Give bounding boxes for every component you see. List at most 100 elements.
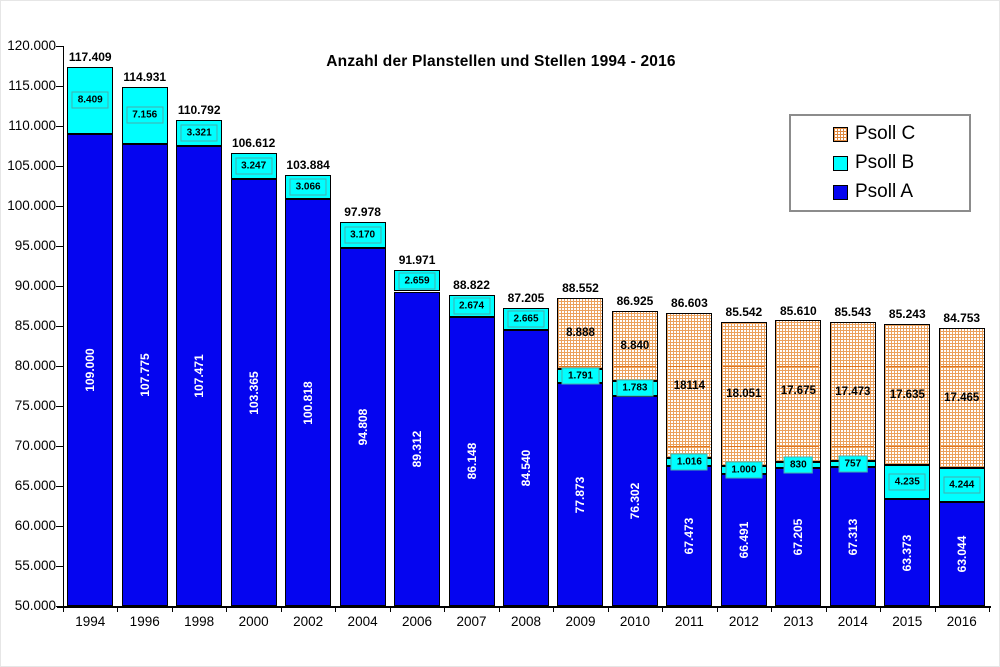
bar-total-label: 88.552	[562, 280, 599, 295]
bar-segment-psoll-c	[884, 324, 931, 466]
y-tick-label: 95.000	[14, 238, 56, 253]
bar-segment-psoll-a	[775, 468, 822, 606]
bar-total-label: 103.884	[286, 157, 330, 172]
pattern-gridline	[886, 446, 929, 447]
bar-segment-psoll-a	[394, 291, 441, 606]
x-tick	[771, 608, 773, 612]
x-tick-label: 2012	[728, 614, 759, 629]
bar-segment-psoll-c	[829, 321, 876, 462]
segment-value-label-psoll-c: 17.635	[889, 388, 925, 401]
segment-value-label-psoll-a: 109.000	[83, 348, 98, 392]
segment-value-label-psoll-a: 86.148	[464, 443, 479, 480]
segment-value-label-psoll-b: 3.321	[180, 124, 218, 142]
bar-total-label: 106.612	[231, 136, 276, 151]
x-tick	[825, 608, 827, 612]
x-tick-label: 2004	[347, 614, 378, 629]
x-tick	[444, 608, 446, 612]
legend-label-psoll-a: Psoll A	[855, 181, 914, 202]
bar-segment-psoll-a	[176, 146, 223, 606]
x-tick-label: 2007	[456, 614, 487, 629]
y-tick-label: 105.000	[7, 158, 56, 173]
y-tick-label: 75.000	[14, 398, 56, 413]
segment-value-label-psoll-b: 2.674	[453, 297, 491, 315]
x-tick-label: 2006	[402, 614, 433, 629]
segment-value-label-psoll-b: 4.244	[943, 476, 981, 494]
segment-value-label-psoll-a: 77.873	[573, 476, 588, 513]
bar-segment-psoll-c	[557, 297, 604, 369]
segment-value-label-psoll-c: 17.675	[780, 385, 816, 398]
bar-total-label: 85.543	[834, 304, 872, 319]
bar-total-label: 88.822	[453, 278, 490, 293]
y-tick	[56, 365, 63, 367]
x-tick-label: 2015	[892, 614, 923, 629]
bar-segment-psoll-c	[775, 320, 822, 462]
bar-segment-psoll-a	[339, 247, 386, 606]
x-tick-label: 2010	[619, 614, 650, 629]
segment-value-label-psoll-b: 2.659	[398, 272, 436, 290]
bar-segment-psoll-a	[67, 134, 114, 606]
segment-value-label-psoll-b: 4.235	[888, 473, 926, 491]
bar-segment-psoll-c	[720, 321, 767, 467]
segment-value-label-psoll-c: 18114	[673, 379, 706, 392]
bar-segment-psoll-a	[938, 501, 985, 606]
segment-value-label-psoll-a: 84.540	[519, 449, 533, 487]
x-tick	[117, 608, 119, 612]
y-tick	[56, 205, 63, 207]
psoll-c-swatch-icon	[833, 126, 848, 142]
segment-value-label-psoll-b: 830	[784, 456, 813, 474]
pattern-gridline	[940, 446, 983, 447]
bar-total-label: 110.792	[177, 102, 221, 117]
segment-value-label-psoll-b: 1.791	[561, 367, 599, 385]
segment-value-label-psoll-b: 1.016	[670, 453, 708, 471]
legend-item-psoll-c: Psoll C	[833, 123, 969, 145]
x-tick-label: 1996	[129, 614, 160, 629]
bar-total-label: 97.978	[344, 205, 381, 220]
bar-segment-psoll-a	[503, 329, 549, 606]
x-tick-label: 2002	[293, 614, 324, 629]
segment-value-label-psoll-a: 67.473	[682, 517, 697, 555]
x-tick-label: 2008	[510, 614, 542, 629]
x-tick-label: 1994	[75, 614, 106, 629]
x-axis-line	[57, 606, 991, 608]
bar-total-label: 91.971	[398, 253, 436, 268]
x-tick-label: 2011	[674, 614, 704, 629]
y-tick-label: 60.000	[14, 518, 56, 533]
y-tick	[56, 285, 63, 287]
y-tick-label: 80.000	[14, 358, 56, 373]
pattern-gridline	[777, 366, 820, 367]
y-tick-label: 90.000	[14, 278, 56, 293]
segment-value-label-psoll-b: 3.170	[344, 226, 382, 244]
pattern-gridline	[668, 446, 711, 447]
x-tick	[662, 608, 664, 612]
pattern-gridline	[831, 446, 874, 447]
bar-total-label: 114.931	[123, 69, 167, 84]
y-tick-label: 110.000	[8, 118, 56, 133]
segment-value-label-psoll-a: 63.044	[954, 535, 969, 573]
x-tick	[335, 608, 337, 612]
bar-total-label: 85.610	[779, 304, 817, 319]
segment-value-label-psoll-a: 67.313	[845, 518, 860, 556]
bar-segment-psoll-a	[884, 499, 931, 606]
legend-item-psoll-b: Psoll B	[833, 152, 969, 174]
bar-segment-psoll-a	[557, 383, 604, 606]
x-tick	[553, 608, 555, 612]
bar-segment-psoll-c	[666, 313, 713, 459]
segment-value-label-psoll-a: 107.471	[192, 354, 207, 398]
pattern-gridline	[940, 366, 983, 367]
y-tick	[56, 245, 63, 247]
y-tick	[56, 405, 63, 407]
bar-total-label: 87.205	[507, 291, 545, 306]
segment-value-label-psoll-a: 76.302	[627, 482, 642, 520]
pattern-gridline	[722, 446, 765, 447]
segment-value-label-psoll-b: 8.409	[71, 91, 109, 109]
psoll-a-swatch-icon	[833, 184, 848, 200]
pattern-gridline	[886, 366, 929, 367]
segment-value-label-psoll-b: 757	[838, 455, 868, 473]
x-tick	[280, 608, 282, 612]
pattern-gridline	[831, 366, 874, 367]
x-tick	[171, 608, 173, 612]
bar-total-label: 86.603	[671, 296, 708, 311]
segment-value-label-psoll-a: 94.808	[355, 408, 370, 446]
segment-value-label-psoll-c: 17.473	[835, 385, 871, 398]
